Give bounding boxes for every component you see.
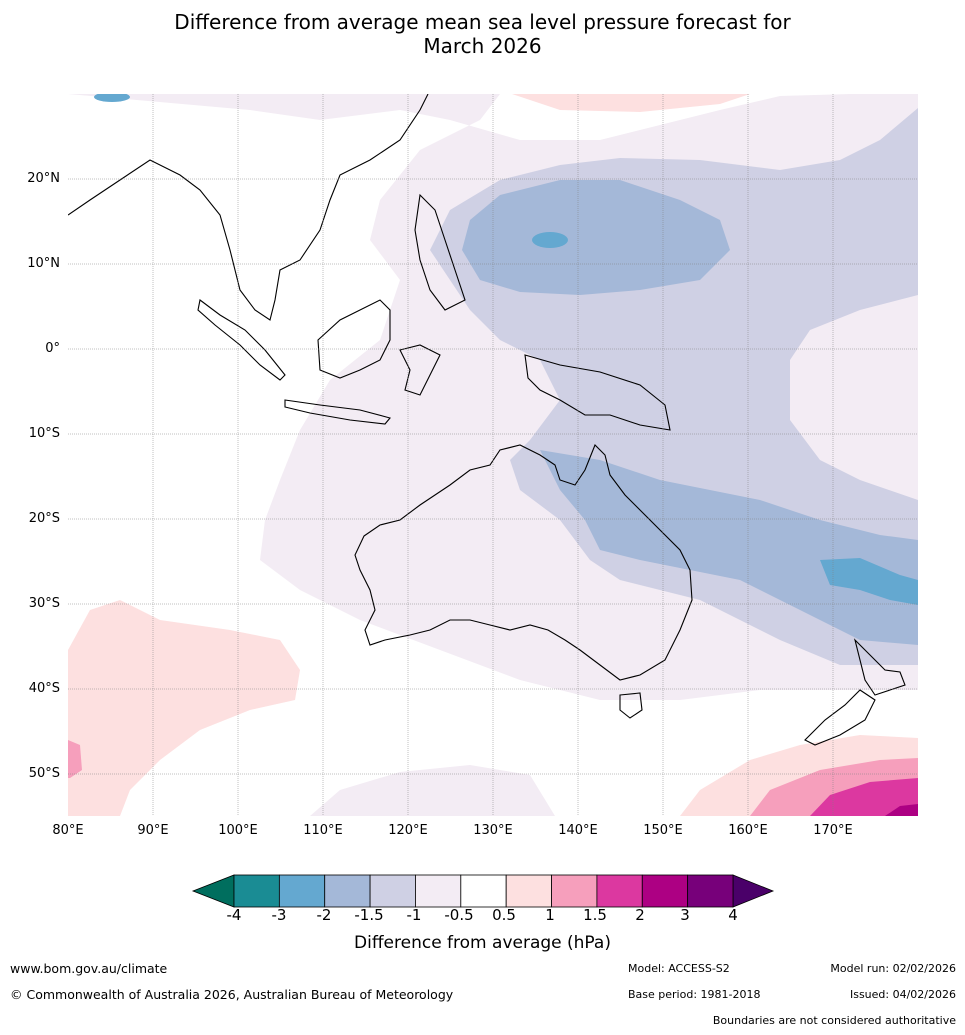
lon-label-110e: 110°E [303,823,343,838]
lat-label-50s: 50°S [28,766,60,781]
colorbar-cell [687,874,734,908]
anomaly-region-minus-2-corner [94,94,130,102]
anomaly-region-plus-2 [885,804,918,816]
colorbar-cell [369,874,416,908]
lat-label-30s: 30°S [28,596,60,611]
title-line-2: March 2026 [423,34,542,58]
sulawesi-coastline [399,344,441,396]
colorbar-tick: -2 [316,906,332,924]
lon-label-150e: 150°E [643,823,683,838]
colorbar-cell [460,874,507,908]
lon-label-80e: 80°E [52,823,84,838]
anomaly-region-minus-2-north [532,232,568,248]
colorbar-cell [551,874,598,908]
colorbar-over-arrow [732,874,775,908]
lon-label-100e: 100°E [218,823,258,838]
colorbar-tick: -4 [226,906,242,924]
colorbar-tick: 2 [635,906,645,924]
colorbar-tick: -0.5 [444,906,474,924]
anomaly-region-plus-0-5-northeast [512,94,750,112]
colorbar-tick: 0.5 [492,906,516,924]
copyright-text: © Commonwealth of Australia 2026, Austra… [10,987,454,1002]
colorbar-label: Difference from average (hPa) [354,933,611,953]
philippines-coastline [414,193,466,311]
asia-coastline [68,94,429,321]
colorbar-cell [596,874,643,908]
colorbar-cell [278,874,326,908]
colorbar-cell [233,874,280,908]
lat-label-10s: 10°S [28,426,60,441]
pressure-anomaly-field [68,94,918,816]
anomaly-region-minus-0-5-south [310,765,555,816]
new-zealand-south-coastline [804,689,876,746]
lat-label-0: 0° [45,341,60,356]
colorbar-cell [641,874,689,908]
boundaries-disclaimer: Boundaries are not considered authoritat… [712,1014,956,1027]
chart-title: Difference from average mean sea level p… [0,10,965,58]
anomaly-region-minus-2-south [820,558,918,605]
lon-label-170e: 170°E [813,823,853,838]
model-run-date: Model run: 02/02/2026 [830,962,956,975]
colorbar-tick: 3 [680,906,690,924]
colorbar-under-arrow [191,874,235,908]
graticule [68,94,918,816]
base-period: Base period: 1981-2018 [628,988,761,1001]
lat-label-10n: 10°N [27,256,60,271]
colorbar-cell [415,874,462,908]
colorbar-tick: -3 [271,906,287,924]
anomaly-region-minus-1-5-south [540,450,918,645]
colorbar-tick: -1.5 [354,906,384,924]
java-coastline [284,399,391,425]
colorbar-cell [324,874,371,908]
colorbar-cell [505,874,552,908]
colorbar-tick: 4 [728,906,738,924]
issued-date: Issued: 04/02/2026 [849,988,956,1001]
lon-label-120e: 120°E [388,823,428,838]
borneo-coastline [317,299,391,379]
lat-label-20s: 20°S [28,511,60,526]
colorbar-tick: 1 [545,906,555,924]
lon-label-160e: 160°E [728,823,768,838]
lon-label-140e: 140°E [558,823,598,838]
model-name: Model: ACCESS-S2 [628,962,730,975]
lat-label-40s: 40°S [28,681,60,696]
colorbar-tick: -1 [406,906,422,924]
coastlines [68,94,906,746]
anomaly-region-plus-1-southwest [68,740,82,778]
lat-label-20n: 20°N [27,171,60,186]
sumatra-coastline [197,299,286,381]
new-guinea-coastline [524,354,671,431]
title-line-1: Difference from average mean sea level p… [174,10,791,34]
new-zealand-north-coastline [853,638,906,696]
colorbar [191,874,775,908]
lon-label-130e: 130°E [473,823,513,838]
anomaly-region-plus-0-5-southwest [68,600,300,816]
anomaly-region-plus-1-5 [810,778,918,816]
colorbar-tick: 1.5 [583,906,607,924]
lon-label-90e: 90°E [137,823,169,838]
website-link[interactable]: www.bom.gov.au/climate [10,961,168,976]
australia-coastline [354,444,693,681]
tasmania-coastline [619,692,643,719]
